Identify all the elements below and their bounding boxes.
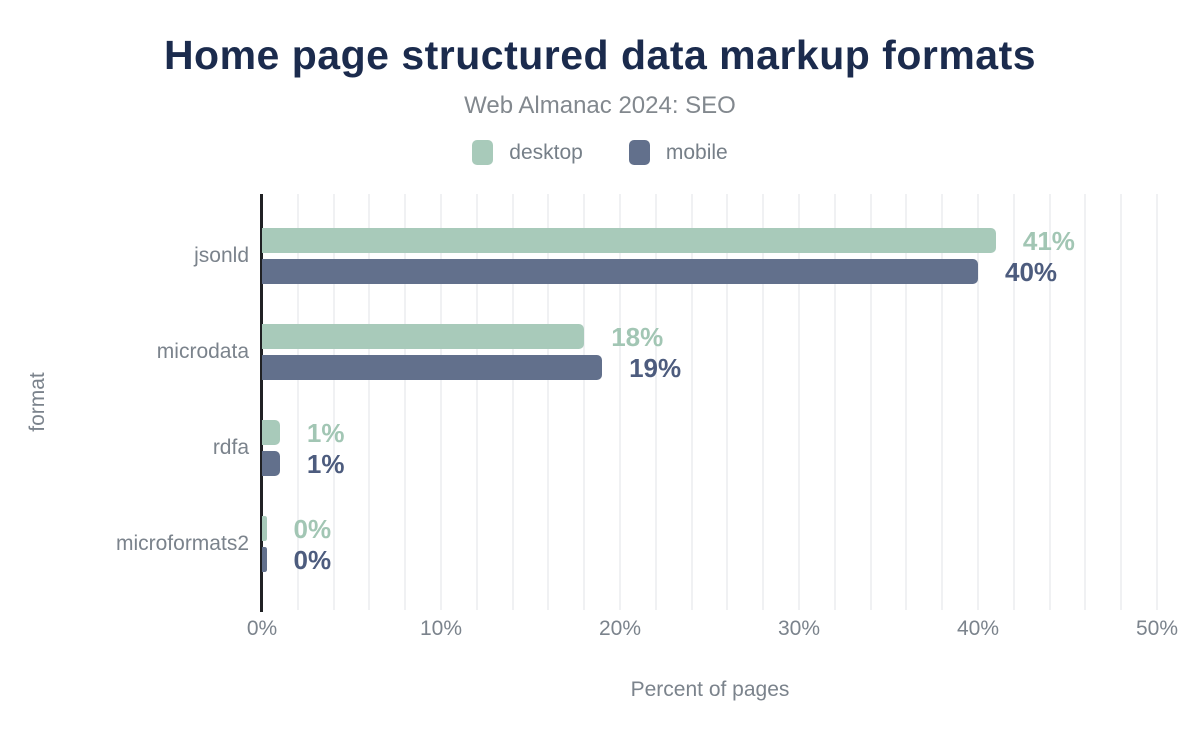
bar-desktop-jsonld xyxy=(262,228,996,253)
gridline xyxy=(726,194,729,610)
x-tick-label-10%: 10% xyxy=(419,617,463,640)
gridline xyxy=(404,194,407,610)
bar-desktop-microdata xyxy=(262,324,585,349)
bar-desktop-rdfa xyxy=(262,420,280,445)
category-label-microformats2: microformats2 xyxy=(115,532,249,555)
x-axis-title: Percent of pages xyxy=(630,678,790,701)
bar-mobile-jsonld xyxy=(262,259,978,284)
chart-title: Home page structured data markup formats xyxy=(163,32,1037,78)
gridline xyxy=(1012,194,1015,610)
x-tick-label-30%: 30% xyxy=(777,617,821,640)
gridline xyxy=(296,194,299,610)
gridline xyxy=(1048,194,1051,610)
gridline xyxy=(798,194,800,610)
value-label-desktop-rdfa: 1% xyxy=(306,417,345,448)
bar-mobile-rdfa xyxy=(262,451,280,476)
gridline xyxy=(977,194,979,610)
value-label-mobile-microformats2: 0% xyxy=(293,544,332,575)
gridline xyxy=(1156,194,1158,610)
legend: desktop mobile xyxy=(0,140,1200,165)
gridline xyxy=(941,194,944,610)
gridline xyxy=(368,194,371,610)
legend-label-desktop: desktop xyxy=(509,140,583,164)
legend-item-mobile: mobile xyxy=(628,140,728,165)
value-label-mobile-microdata: 19% xyxy=(629,352,682,383)
category-label-microdata: microdata xyxy=(156,340,249,363)
bar-mobile-microdata xyxy=(262,355,603,380)
gridline xyxy=(762,194,765,610)
value-label-mobile-jsonld: 40% xyxy=(1005,256,1058,287)
gridline xyxy=(690,194,693,610)
x-tick-label-20%: 20% xyxy=(598,617,642,640)
gridline xyxy=(475,194,478,610)
gridline xyxy=(619,194,621,610)
gridline xyxy=(1120,194,1123,610)
gridline xyxy=(583,194,586,610)
gridline xyxy=(905,194,908,610)
category-label-jsonld: jsonld xyxy=(194,244,249,267)
gridline xyxy=(547,194,550,610)
category-label-rdfa: rdfa xyxy=(212,436,249,459)
value-label-desktop-microformats2: 0% xyxy=(293,513,332,544)
y-axis-line xyxy=(260,194,263,612)
value-label-desktop-microdata: 18% xyxy=(611,321,664,352)
x-tick-label-40%: 40% xyxy=(956,617,1000,640)
value-label-desktop-jsonld: 41% xyxy=(1022,225,1075,256)
value-label-mobile-rdfa: 1% xyxy=(306,448,345,479)
gridline xyxy=(332,194,335,610)
x-tick-label-50%: 50% xyxy=(1135,617,1179,640)
gridline xyxy=(1084,194,1087,610)
gridline xyxy=(511,194,514,610)
x-tick-label-0%: 0% xyxy=(246,617,278,640)
gridline xyxy=(869,194,872,610)
gridline xyxy=(833,194,836,610)
gridline xyxy=(654,194,657,610)
chart-subtitle: Web Almanac 2024: SEO xyxy=(464,92,736,119)
gridline xyxy=(440,194,442,610)
legend-item-desktop: desktop xyxy=(472,140,583,165)
legend-swatch-mobile xyxy=(628,140,650,165)
bar-desktop-microformats2 xyxy=(262,516,267,541)
bar-mobile-microformats2 xyxy=(262,547,267,572)
y-axis-title: format xyxy=(26,372,49,432)
legend-swatch-desktop xyxy=(472,140,494,165)
legend-label-mobile: mobile xyxy=(665,140,728,164)
